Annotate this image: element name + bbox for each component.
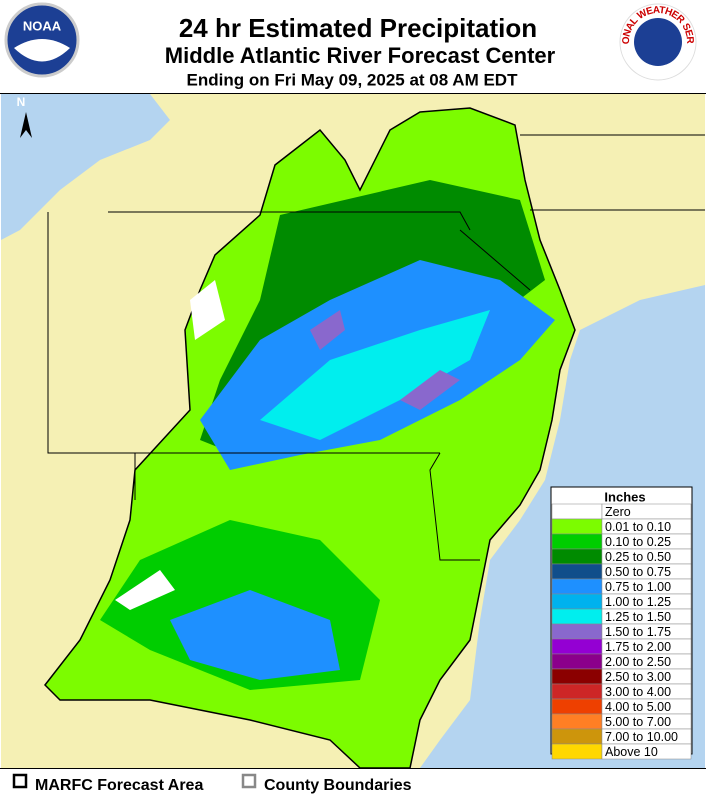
legend-swatch [551, 698, 603, 715]
legend-swatch [551, 608, 603, 625]
legend-swatch [551, 548, 603, 565]
legend-label: 1.00 to 1.25 [605, 595, 671, 609]
footer-icon [241, 773, 257, 789]
footer: MARFC Forecast Area County Boundaries [12, 773, 412, 794]
legend-swatch [551, 503, 603, 520]
legend-label: 0.75 to 1.00 [605, 580, 671, 594]
legend-label: 5.00 to 7.00 [605, 715, 671, 729]
legend-swatch [551, 668, 603, 685]
legend-label: 2.50 to 3.00 [605, 670, 671, 684]
legend-swatch [551, 578, 603, 595]
footer-icon [12, 773, 28, 789]
legend-label: 1.50 to 1.75 [605, 625, 671, 639]
legend-label: Above 10 [605, 745, 658, 759]
legend-swatch [551, 533, 603, 550]
precip-band [260, 310, 490, 440]
north-label: N [17, 95, 26, 109]
lake [1, 94, 170, 240]
legend-swatch [551, 563, 603, 580]
title: 24 hr Estimated Precipitation [179, 13, 537, 43]
legend-swatch [551, 623, 603, 640]
north-arrow [20, 112, 32, 138]
legend-swatch [551, 638, 603, 655]
footer-label: County Boundaries [264, 777, 412, 794]
legend-label: 0.01 to 0.10 [605, 520, 671, 534]
legend-label: 0.50 to 0.75 [605, 565, 671, 579]
nws-logo [634, 18, 682, 66]
noaa-bird [14, 39, 70, 62]
ending-date: Ending on Fri May 09, 2025 at 08 AM EDT [187, 70, 519, 89]
footer-label: MARFC Forecast Area [35, 777, 203, 794]
legend-label: 2.00 to 2.50 [605, 655, 671, 669]
state-boundaries [47, 134, 705, 561]
legend-swatch [551, 518, 603, 535]
legend-swatch [551, 593, 603, 610]
legend-label: 1.75 to 2.00 [605, 640, 671, 654]
precip-band [310, 310, 460, 410]
legend-swatch [551, 653, 603, 670]
legend-swatch [551, 728, 603, 745]
noaa-text: NOAA [23, 18, 62, 33]
legend-swatch [551, 713, 603, 730]
legend-swatch [551, 743, 603, 760]
legend-title: Inches [604, 489, 645, 504]
legend-label: 4.00 to 5.00 [605, 700, 671, 714]
legend-label: 7.00 to 10.00 [605, 730, 678, 744]
map: N [1, 94, 705, 769]
legend-swatch [551, 683, 603, 700]
legend-label: Zero [605, 505, 631, 519]
legend-row [601, 743, 692, 760]
nws-ring [619, 3, 697, 81]
legend-label: 0.10 to 0.25 [605, 535, 671, 549]
precip-band [115, 280, 225, 610]
legend-label: 0.25 to 0.50 [605, 550, 671, 564]
legend-label: 3.00 to 4.00 [605, 685, 671, 699]
legend-label: 1.25 to 1.50 [605, 610, 671, 624]
subtitle: Middle Atlantic River Forecast Center [165, 43, 556, 68]
precip-band [170, 590, 340, 680]
